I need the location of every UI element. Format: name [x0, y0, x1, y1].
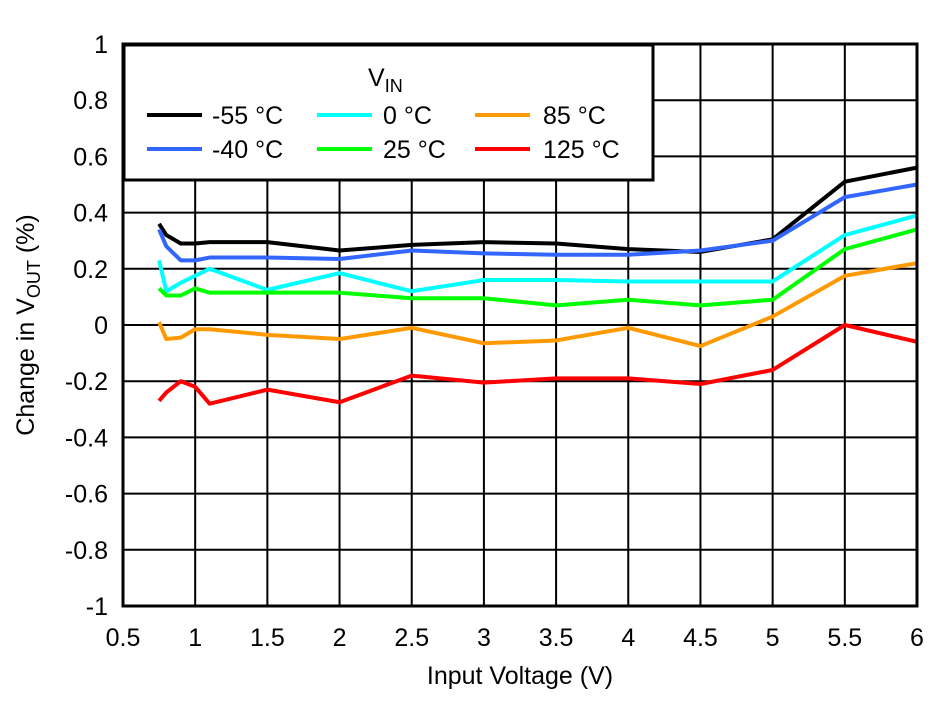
- x-tick-label: 5.5: [827, 624, 862, 652]
- x-tick-labels: 0.5 1 1.5 2 2.5 3 3.5 4 4.5 5 5.5 6: [106, 624, 924, 652]
- x-tick-label: 3.5: [539, 624, 574, 652]
- y-tick-label: -0.2: [65, 368, 108, 396]
- x-tick-label: 0.5: [106, 624, 141, 652]
- legend-label: 125 °C: [543, 136, 620, 164]
- y-tick-label: -1: [86, 593, 108, 621]
- legend-item: -40 °C: [147, 136, 283, 164]
- series-line-4: [157, 261, 918, 349]
- legend-label: 25 °C: [383, 136, 446, 164]
- x-tick-label: 1: [188, 624, 202, 652]
- legend-item: 85 °C: [475, 102, 606, 130]
- legend-label: 85 °C: [543, 102, 606, 130]
- x-tick-label: 2: [333, 624, 347, 652]
- legend-label: -55 °C: [212, 102, 283, 130]
- legend-title: VIN: [368, 64, 403, 96]
- legend: VIN -55 °C -40 °C 0 °C 25 °C 85 °C 125 °C: [122, 43, 655, 182]
- series-line-3: [157, 227, 918, 308]
- x-axis-label: Input Voltage (V): [427, 662, 613, 690]
- x-tick-label: 4: [621, 624, 635, 652]
- y-tick-label: -0.6: [65, 481, 108, 509]
- x-tick-label: 6: [910, 624, 924, 652]
- y-tick-label: 0.4: [73, 200, 108, 228]
- legend-item: -55 °C: [147, 102, 283, 130]
- x-tick-label: 5: [766, 624, 780, 652]
- legend-item: 0 °C: [317, 102, 432, 130]
- y-tick-label: 0: [94, 312, 108, 340]
- x-tick-label: 1.5: [250, 624, 285, 652]
- y-tick-label: -0.4: [65, 424, 108, 452]
- x-tick-label: 2.5: [394, 624, 429, 652]
- y-tick-label: 0.8: [73, 87, 108, 115]
- legend-label: -40 °C: [212, 136, 283, 164]
- legend-label: 0 °C: [383, 102, 432, 130]
- y-tick-labels: -1 -0.8 -0.6 -0.4 -0.2 0 0.2 0.4 0.6 0.8 1: [65, 31, 108, 621]
- series-line-2: [157, 213, 918, 294]
- y-tick-label: 0.2: [73, 256, 108, 284]
- legend-item: 125 °C: [475, 136, 620, 164]
- series-line-1: [157, 182, 918, 263]
- series-lines: [157, 165, 918, 406]
- series-line-5: [157, 323, 918, 406]
- x-tick-label: 4.5: [683, 624, 718, 652]
- y-tick-label: 1: [94, 31, 108, 59]
- y-tick-label: 0.6: [73, 143, 108, 171]
- y-axis-label: Change in VOUT (%): [12, 214, 44, 435]
- x-tick-label: 3: [477, 624, 491, 652]
- y-tick-label: -0.8: [65, 537, 108, 565]
- legend-item: 25 °C: [317, 136, 446, 164]
